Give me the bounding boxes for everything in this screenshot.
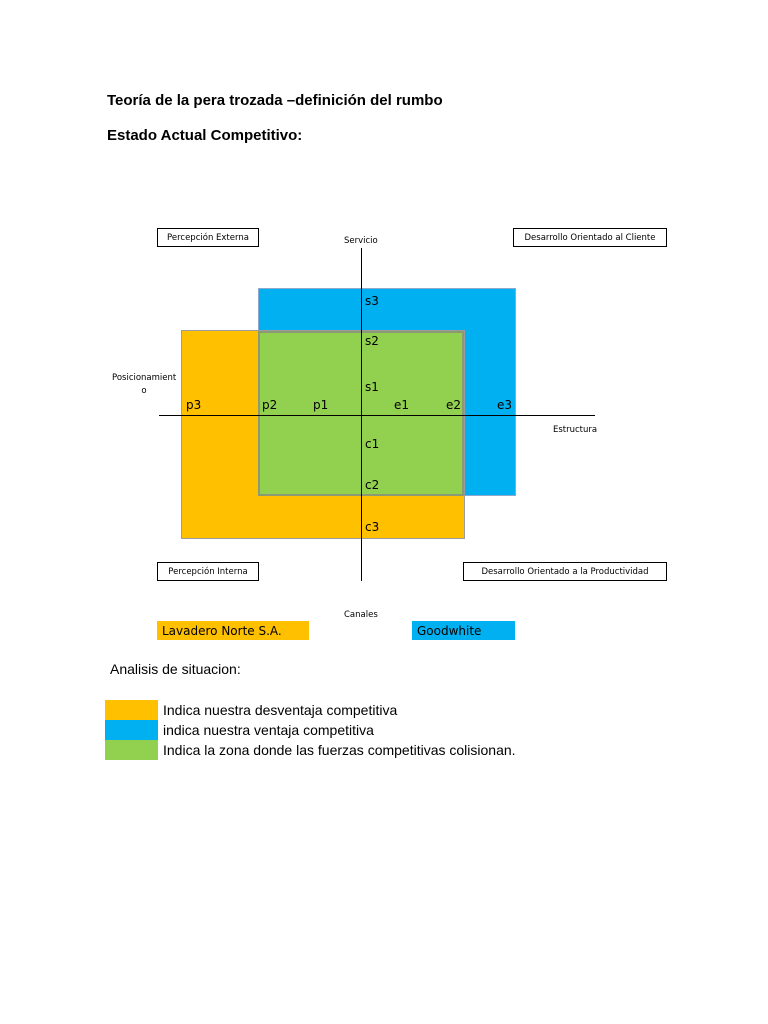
analysis-item-disadvantage: Indica nuestra desventaja competitiva [163, 702, 398, 718]
analysis-heading: Analisis de situacion: [110, 661, 241, 677]
axis-name-servicio: Servicio [344, 236, 378, 246]
tick-c2: c2 [365, 478, 380, 492]
tick-s1: s1 [365, 380, 379, 394]
company-goodwhite: Goodwhite [412, 621, 515, 640]
swatch-green [105, 740, 158, 760]
tick-c3: c3 [365, 520, 380, 534]
swatch-blue [105, 720, 158, 740]
quadrant-label-bottom-right: Desarrollo Orientado a la Productividad [463, 562, 667, 581]
company-lavadero-norte: Lavadero Norte S.A. [157, 621, 309, 640]
tick-e2: e2 [446, 398, 462, 412]
tick-e3: e3 [497, 398, 513, 412]
tick-p2: p2 [262, 398, 278, 412]
quadrant-label-top-right: Desarrollo Orientado al Cliente [513, 228, 667, 247]
horizontal-axis [159, 415, 595, 416]
axis-name-canales: Canales [344, 610, 378, 620]
tick-p1: p1 [313, 398, 329, 412]
analysis-item-advantage: indica nuestra ventaja competitiva [163, 722, 374, 738]
tick-p3: p3 [186, 398, 202, 412]
tick-c1: c1 [365, 437, 380, 451]
tick-s3: s3 [365, 294, 379, 308]
page-subtitle: Estado Actual Competitivo: [107, 127, 303, 144]
axis-name-posicionamiento: Posicionamient o [112, 373, 177, 396]
page-title: Teoría de la pera trozada –definición de… [107, 92, 443, 109]
quadrant-label-bottom-left: Percepción Interna [157, 562, 259, 581]
swatch-orange [105, 700, 158, 720]
vertical-axis [361, 248, 362, 581]
tick-e1: e1 [394, 398, 410, 412]
axis-name-estructura: Estructura [553, 425, 598, 435]
tick-s2: s2 [365, 334, 379, 348]
quadrant-label-top-left: Percepción Externa [157, 228, 259, 247]
analysis-item-collision: Indica la zona donde las fuerzas competi… [163, 742, 516, 758]
